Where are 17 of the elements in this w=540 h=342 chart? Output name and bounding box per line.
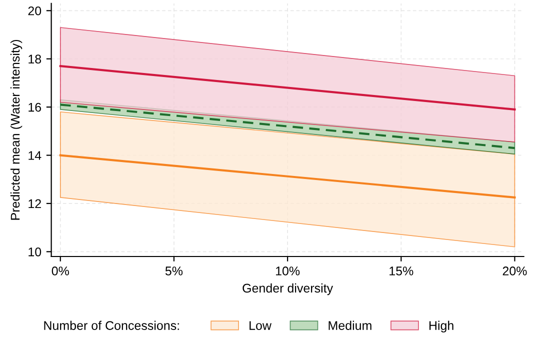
x-tick-label: 0% <box>52 266 69 276</box>
y-tick-label: 14 <box>28 151 42 160</box>
legend-label: High <box>429 320 454 332</box>
legend-title: Number of Concessions: <box>44 320 179 330</box>
legend-label: Medium <box>328 320 372 330</box>
y-tick-label: 16 <box>28 102 42 112</box>
y-axis-title: Predicted mean (Water intensity) <box>10 40 22 220</box>
y-tick-label: 20 <box>28 6 42 16</box>
x-tick-label: 20% <box>502 266 527 276</box>
y-tick-label: 10 <box>28 247 42 256</box>
y-tick-label: 18 <box>28 54 42 64</box>
x-tick-label: 5% <box>165 266 183 276</box>
x-tick-label: 15% <box>390 266 414 276</box>
x-axis-title: Gender diversity <box>242 283 334 296</box>
legend-label: Low <box>250 321 272 330</box>
x-tick-label: 10% <box>276 266 300 276</box>
y-tick-label: 12 <box>28 199 41 208</box>
